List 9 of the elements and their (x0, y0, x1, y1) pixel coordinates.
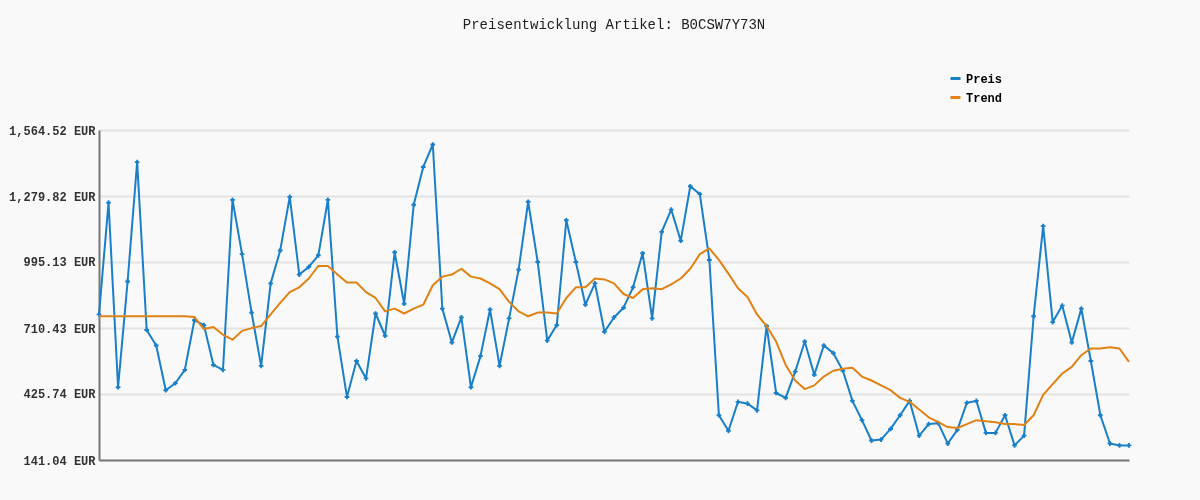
y-tick-label: 425.74 EUR (23, 388, 97, 403)
y-tick-label: 1,564.52 EUR (9, 124, 97, 139)
y-tick-label: 141.04 EUR (23, 454, 97, 469)
legend-label: Preis (966, 72, 1003, 87)
y-tick-label: 1,279.82 EUR (9, 190, 97, 205)
y-tick-label: 995.13 EUR (23, 256, 97, 271)
chart-title: Preisentwicklung Artikel: B0CSW7Y73N (462, 17, 766, 33)
y-tick-label: 710.43 EUR (23, 322, 97, 337)
legend-label: Trend (966, 91, 1003, 106)
